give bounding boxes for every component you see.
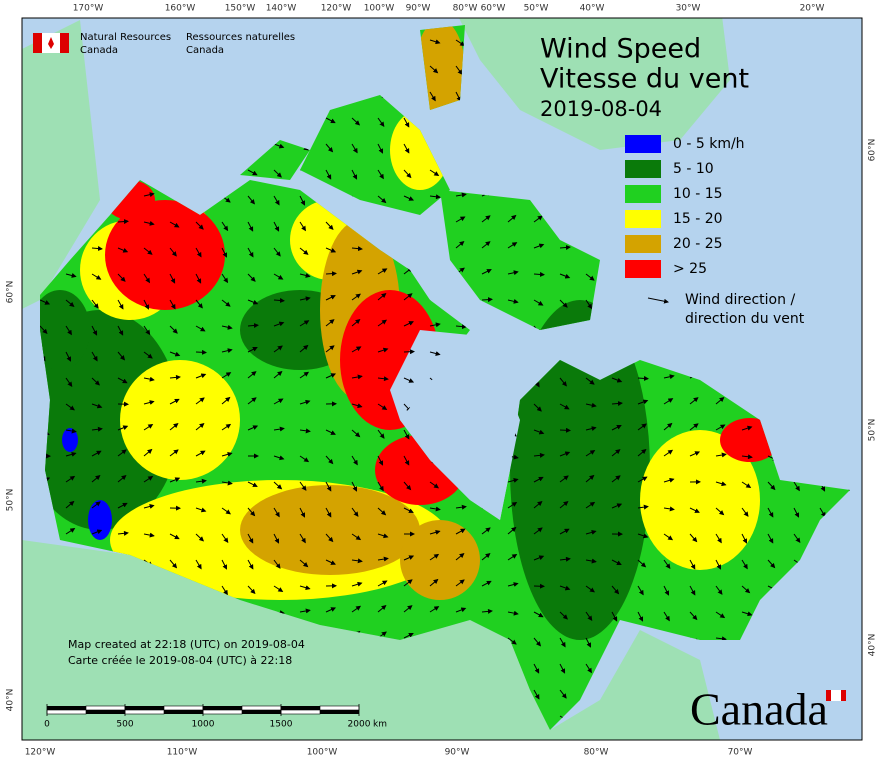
scale-segment — [125, 706, 164, 710]
graticule-label: 110°W — [167, 748, 198, 758]
legend-swatch — [625, 260, 661, 278]
graticule-label: 40°N — [868, 634, 878, 657]
scale-segment — [320, 710, 359, 714]
scale-segment — [164, 706, 203, 710]
scale-label: 0 — [44, 720, 50, 730]
scale-segment — [125, 710, 164, 714]
scale-segment — [203, 710, 242, 714]
wind-zone — [88, 500, 112, 540]
legend-label: 10 - 15 — [673, 186, 723, 202]
legend-label: 15 - 20 — [673, 211, 723, 227]
legend-swatch — [625, 135, 661, 153]
graticule-label: 100°W — [307, 748, 338, 758]
graticule-label: 20°W — [800, 4, 825, 14]
scale-label: 1000 — [192, 720, 215, 730]
title: Wind Speed — [540, 34, 701, 65]
agency-en: Natural Resources — [80, 32, 171, 43]
wordmark-flag — [826, 690, 846, 701]
graticule-label: 80°W — [584, 748, 609, 758]
wind-arrow — [534, 274, 544, 275]
scale-segment — [164, 710, 203, 714]
scale-segment — [281, 706, 320, 710]
legend-label: 20 - 25 — [673, 236, 723, 252]
scale-segment — [281, 710, 320, 714]
graticule-label: 40°W — [580, 4, 605, 14]
graticule-label: 80°W — [453, 4, 478, 14]
graticule-label: 50°W — [524, 4, 549, 14]
wind-arrow — [196, 352, 206, 353]
graticule-label: 60°W — [481, 4, 506, 14]
nrcan-logo — [33, 33, 69, 53]
graticule-label: 120°W — [321, 4, 352, 14]
scale-segment — [86, 710, 125, 714]
scale-label: 1500 — [270, 720, 293, 730]
wind-arrow — [326, 273, 336, 274]
scale-label: 500 — [116, 720, 133, 730]
graticule-label: 40°N — [6, 689, 16, 712]
agency-fr: Canada — [186, 45, 224, 56]
graticule-label: 90°W — [406, 4, 431, 14]
wind-arrow — [482, 299, 492, 300]
scale-unit: km — [373, 720, 387, 730]
wind-zone — [400, 520, 480, 600]
agency-fr: Ressources naturelles — [186, 32, 295, 43]
scale-label: 2000 — [348, 720, 371, 730]
legend-swatch — [625, 235, 661, 253]
graticule-label: 160°W — [165, 4, 196, 14]
graticule-label: 150°W — [225, 4, 256, 14]
scale-segment — [242, 706, 281, 710]
graticule-label: 90°W — [445, 748, 470, 758]
credit: Carte créée le 2019-08-04 (UTC) à 22:18 — [68, 654, 292, 667]
scale-segment — [47, 710, 86, 714]
graticule-label: 140°W — [266, 4, 297, 14]
graticule-label: 70°W — [728, 748, 753, 758]
legend-label: 5 - 10 — [673, 161, 714, 177]
agency-en: Canada — [80, 45, 118, 56]
legend-swatch — [625, 160, 661, 178]
wordmark: Canada — [690, 684, 828, 735]
scale-segment — [203, 706, 242, 710]
graticule-label: 50°N — [868, 419, 878, 442]
legend-direction: Wind direction / — [685, 292, 795, 308]
scale-segment — [86, 706, 125, 710]
legend-swatch — [625, 210, 661, 228]
graticule-label: 120°W — [25, 748, 56, 758]
scale-segment — [242, 710, 281, 714]
title: Vitesse du vent — [540, 64, 749, 95]
credit: Map created at 22:18 (UTC) on 2019-08-04 — [68, 638, 305, 651]
flag — [831, 690, 841, 701]
graticule-label: 100°W — [364, 4, 395, 14]
wind-arrow — [638, 378, 648, 379]
legend-direction: direction du vent — [685, 311, 805, 327]
legend-label: > 25 — [673, 261, 707, 277]
legend-label: 0 - 5 km/h — [673, 136, 745, 152]
graticule-label: 60°N — [868, 139, 878, 162]
scale-segment — [47, 706, 86, 710]
graticule-label: 60°N — [6, 281, 16, 304]
legend-swatch — [625, 185, 661, 203]
scale-segment — [320, 706, 359, 710]
graticule-label: 170°W — [73, 4, 104, 14]
graticule-label: 50°N — [6, 489, 16, 512]
date: 2019-08-04 — [540, 97, 662, 121]
graticule-label: 30°W — [676, 4, 701, 14]
